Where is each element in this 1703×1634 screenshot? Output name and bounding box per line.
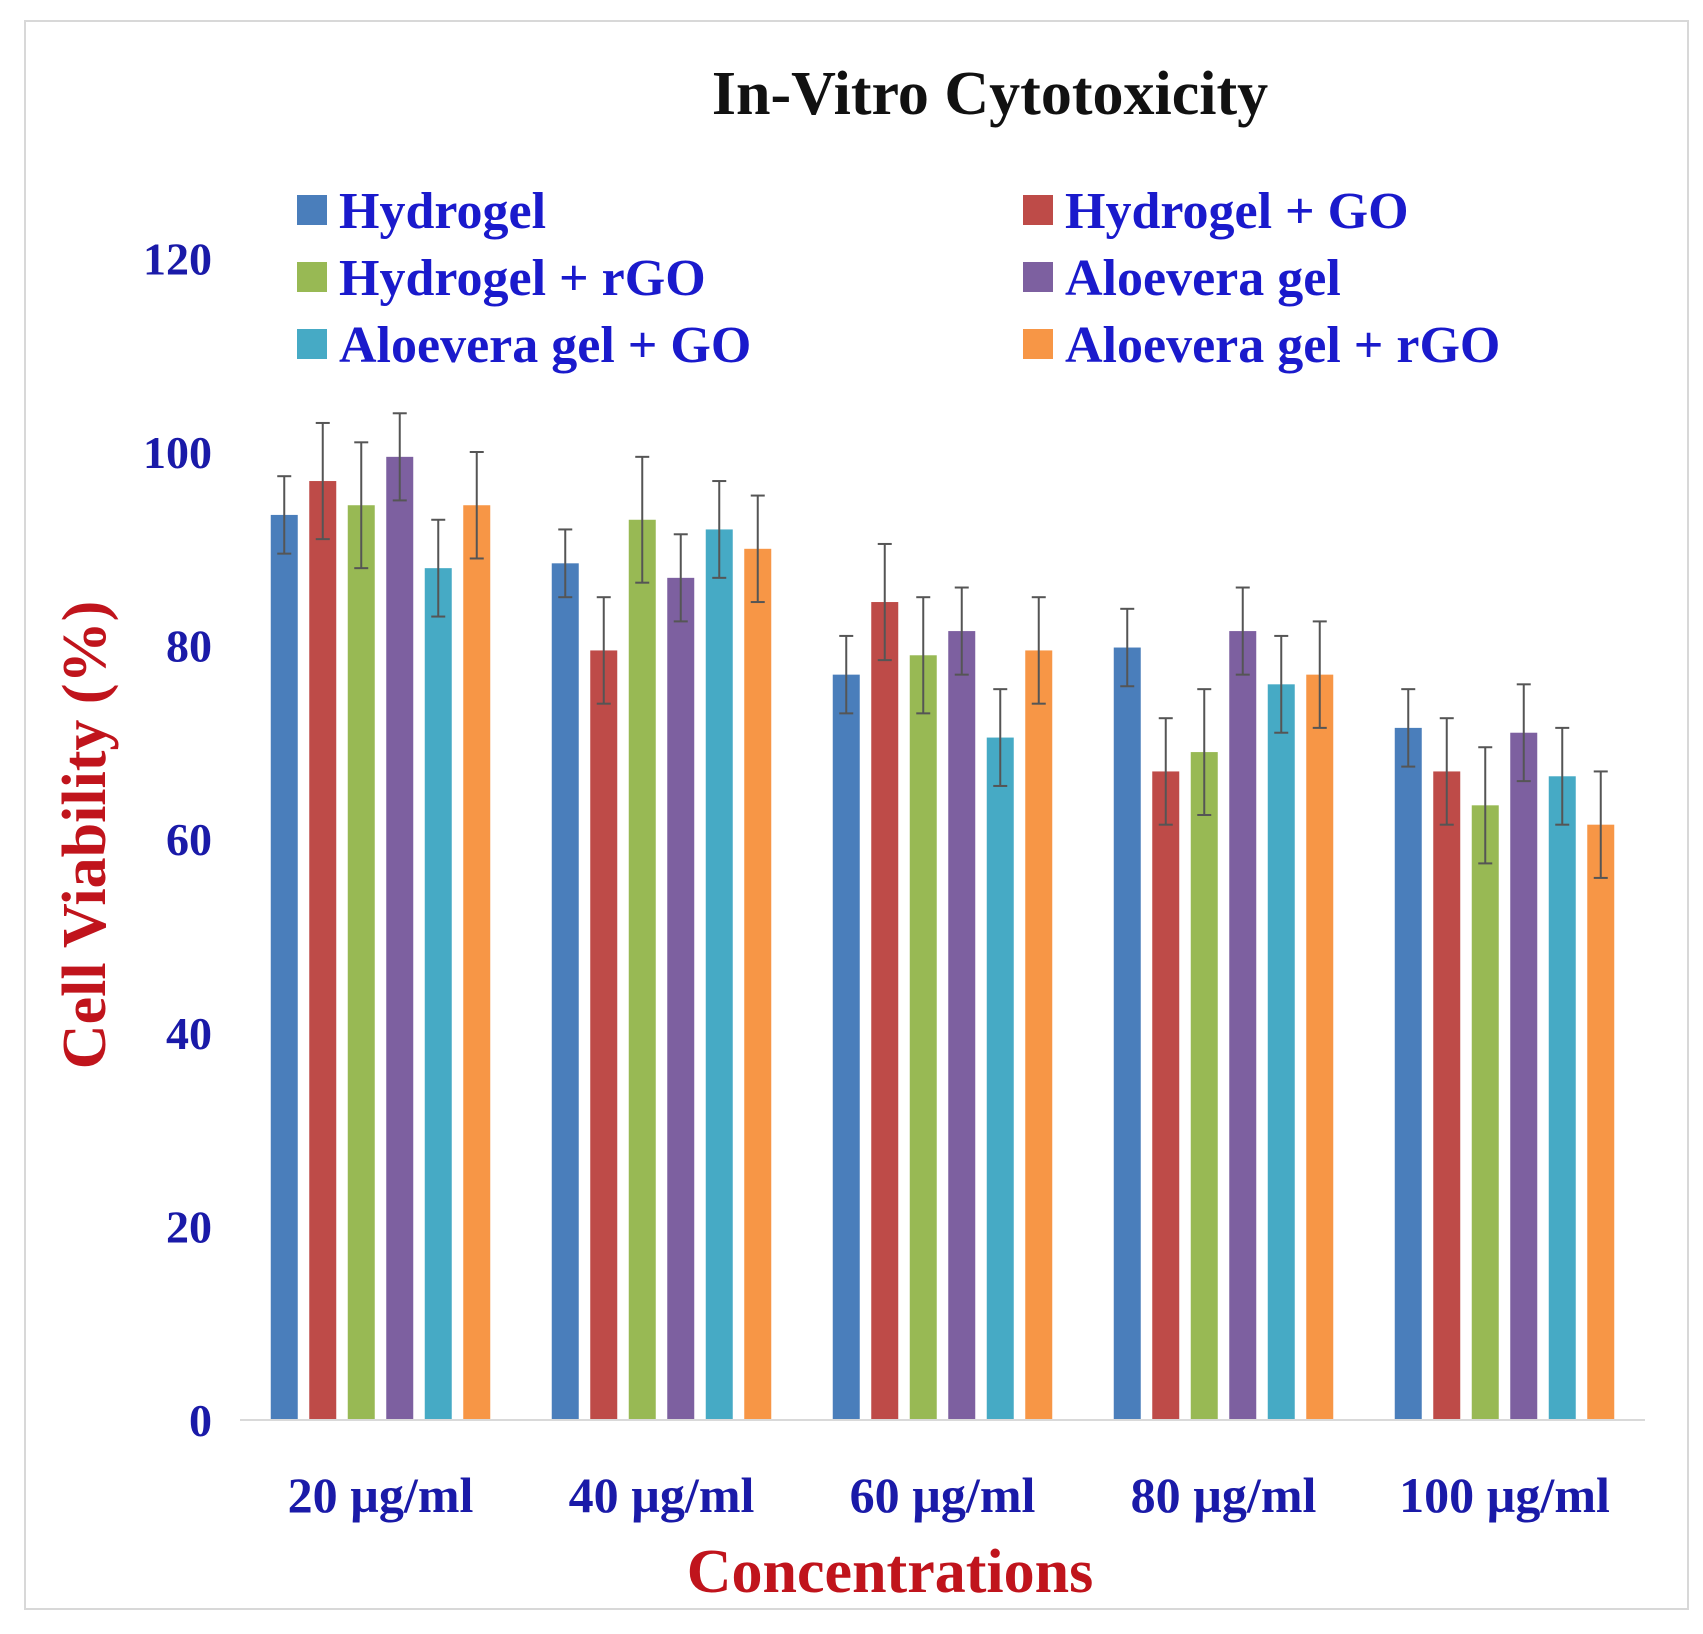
bar [1471, 805, 1499, 1420]
error-bar [277, 475, 292, 555]
bar [871, 602, 899, 1420]
x-tick-label: 60 µg/ml [850, 1467, 1036, 1523]
legend-swatch [1023, 262, 1053, 292]
bar [1152, 771, 1180, 1420]
x-tick-label: 20 µg/ml [288, 1467, 474, 1523]
legend-label: Hydrogel + GO [1065, 183, 1409, 240]
y-tick-label: 0 [189, 1395, 212, 1446]
legend-swatch [1023, 195, 1053, 225]
error-bar [1478, 746, 1493, 865]
error-bar [1516, 683, 1531, 783]
bar [1113, 647, 1141, 1420]
error-bar [839, 634, 854, 715]
bars [270, 412, 1615, 1421]
bar [309, 481, 337, 1420]
bar [1548, 776, 1576, 1420]
bar [551, 563, 579, 1420]
legend-item: Aloevera gel [1023, 250, 1341, 307]
legend-item: Hydrogel [297, 183, 546, 240]
error-bar [1274, 634, 1289, 734]
error-bar [392, 412, 407, 502]
error-bar [1439, 717, 1454, 826]
legend-item: Aloevera gel + GO [297, 317, 751, 374]
bar [424, 568, 452, 1420]
bar [1510, 732, 1538, 1420]
bar [1394, 727, 1422, 1420]
error-bar [954, 586, 969, 676]
legend-swatch [1023, 329, 1053, 359]
bar [386, 456, 414, 1421]
y-tick-label: 100 [143, 427, 212, 478]
error-bar [916, 596, 931, 715]
error-bar [596, 596, 611, 705]
bar [1306, 674, 1334, 1420]
y-tick-label: 80 [166, 621, 212, 672]
legend: Hydrogel Hydrogel + GO Hydrogel + rGO Aloev… [297, 183, 1500, 374]
chart-title: In-Vitro Cytotoxicity [712, 60, 1268, 128]
error-bar [354, 441, 369, 570]
bar [463, 505, 491, 1420]
legend-label: Hydrogel + rGO [339, 250, 706, 307]
y-axis-ticks: 0 20 40 60 80 100 120 [143, 233, 212, 1446]
y-tick-label: 20 [166, 1201, 212, 1252]
bar [1190, 752, 1218, 1420]
error-bar [315, 421, 330, 541]
bar [1433, 771, 1461, 1420]
error-bar [712, 480, 727, 579]
bar [628, 519, 656, 1420]
legend-item: Hydrogel + GO [1023, 183, 1409, 240]
x-axis-category-labels: 20 µg/ml 40 µg/ml 60 µg/ml 80 µg/ml 100 µg/m… [288, 1467, 1610, 1523]
error-bar [1401, 688, 1416, 768]
error-bar [750, 494, 765, 604]
error-bar [1120, 607, 1135, 688]
bar [909, 655, 937, 1420]
y-tick-label: 120 [143, 233, 212, 284]
bar [1229, 631, 1257, 1420]
error-bar [1312, 620, 1327, 729]
bar [1267, 684, 1295, 1420]
error-bar [673, 533, 688, 623]
x-axis-label: Concentrations [687, 1538, 1093, 1606]
y-tick-label: 40 [166, 1008, 212, 1059]
error-bar [469, 451, 484, 560]
legend-swatch [297, 262, 327, 292]
legend-label: Aloevera gel + GO [339, 317, 751, 374]
bar [986, 737, 1014, 1420]
bar [832, 674, 860, 1420]
error-bar [1555, 726, 1570, 826]
error-bar [635, 455, 650, 584]
error-bar [993, 688, 1008, 787]
x-tick-label: 80 µg/ml [1131, 1467, 1317, 1523]
bar [270, 514, 298, 1420]
error-bar [1031, 596, 1046, 705]
x-tick-label: 40 µg/ml [569, 1467, 755, 1523]
error-bar [1593, 770, 1608, 879]
legend-item: Hydrogel + rGO [297, 250, 706, 307]
bar [1587, 824, 1615, 1420]
error-bar [1197, 688, 1212, 816]
legend-swatch [297, 195, 327, 225]
error-bar [558, 528, 573, 599]
legend-swatch [297, 329, 327, 359]
bar [705, 529, 733, 1420]
error-bar [877, 542, 892, 662]
legend-item: Aloevera gel + rGO [1023, 317, 1500, 374]
bar [948, 631, 976, 1420]
bar [590, 650, 618, 1420]
x-tick-label: 100 µg/ml [1399, 1467, 1610, 1523]
bar [667, 577, 695, 1420]
legend-label: Hydrogel [339, 183, 546, 240]
error-bar [431, 518, 446, 618]
bar [744, 548, 772, 1420]
bar [1025, 650, 1053, 1420]
bar [347, 505, 375, 1420]
y-axis-label: Cell Viability (%) [51, 601, 119, 1069]
legend-label: Aloevera gel [1065, 250, 1341, 307]
legend-label: Aloevera gel + rGO [1065, 317, 1500, 374]
error-bar [1158, 717, 1173, 826]
y-tick-label: 60 [166, 814, 212, 865]
error-bar [1235, 586, 1250, 676]
